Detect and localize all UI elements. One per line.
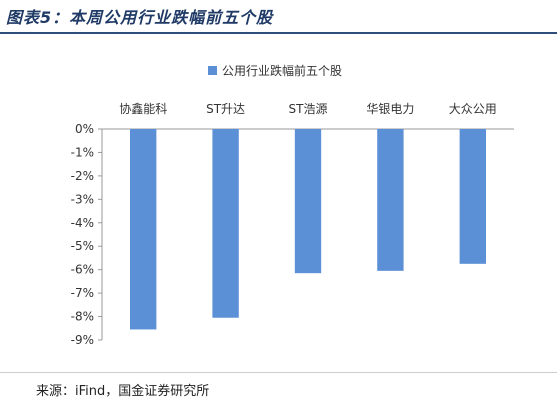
category-label: 协鑫能科: [119, 101, 167, 116]
legend-label: 公用行业跌幅前五个股: [222, 63, 342, 78]
category-label: ST升达: [206, 102, 245, 116]
bar: [130, 129, 157, 330]
bottom-rule: [0, 372, 557, 373]
figure-title: 图表5：本周公用行业跌幅前五个股: [6, 8, 274, 27]
y-tick-label: -9%: [71, 333, 94, 347]
category-label: 大众公用: [449, 102, 497, 116]
chart-frame: 公用行业跌幅前五个股 0% -1% -2% -3% -4% -5% -6% -7% -8% -9% 协…: [46, 46, 516, 368]
y-tick-label: -8%: [71, 310, 94, 324]
bar: [377, 129, 404, 271]
source-note: 来源：iFind，国金证券研究所: [36, 384, 210, 399]
category-label: 华银电力: [366, 102, 414, 116]
y-tick-label: 0%: [75, 122, 94, 136]
y-tick-label: -6%: [71, 263, 94, 277]
bar: [212, 129, 239, 318]
legend-swatch: [208, 66, 217, 75]
title-rule: [0, 32, 557, 34]
y-tick-label: -7%: [71, 286, 94, 300]
bar: [294, 129, 322, 274]
bar-chart: 公用行业跌幅前五个股 0% -1% -2% -3% -4% -5% -6% -7% -8% -9% 协…: [71, 63, 514, 347]
bar: [459, 129, 486, 264]
y-tick-label: -5%: [71, 239, 94, 253]
y-tick-label: -2%: [71, 169, 94, 183]
category-label: ST浩源: [289, 102, 328, 116]
y-tick-label: -3%: [71, 192, 94, 206]
y-tick-label: -4%: [71, 216, 94, 230]
y-tick-label: -1%: [71, 145, 94, 159]
